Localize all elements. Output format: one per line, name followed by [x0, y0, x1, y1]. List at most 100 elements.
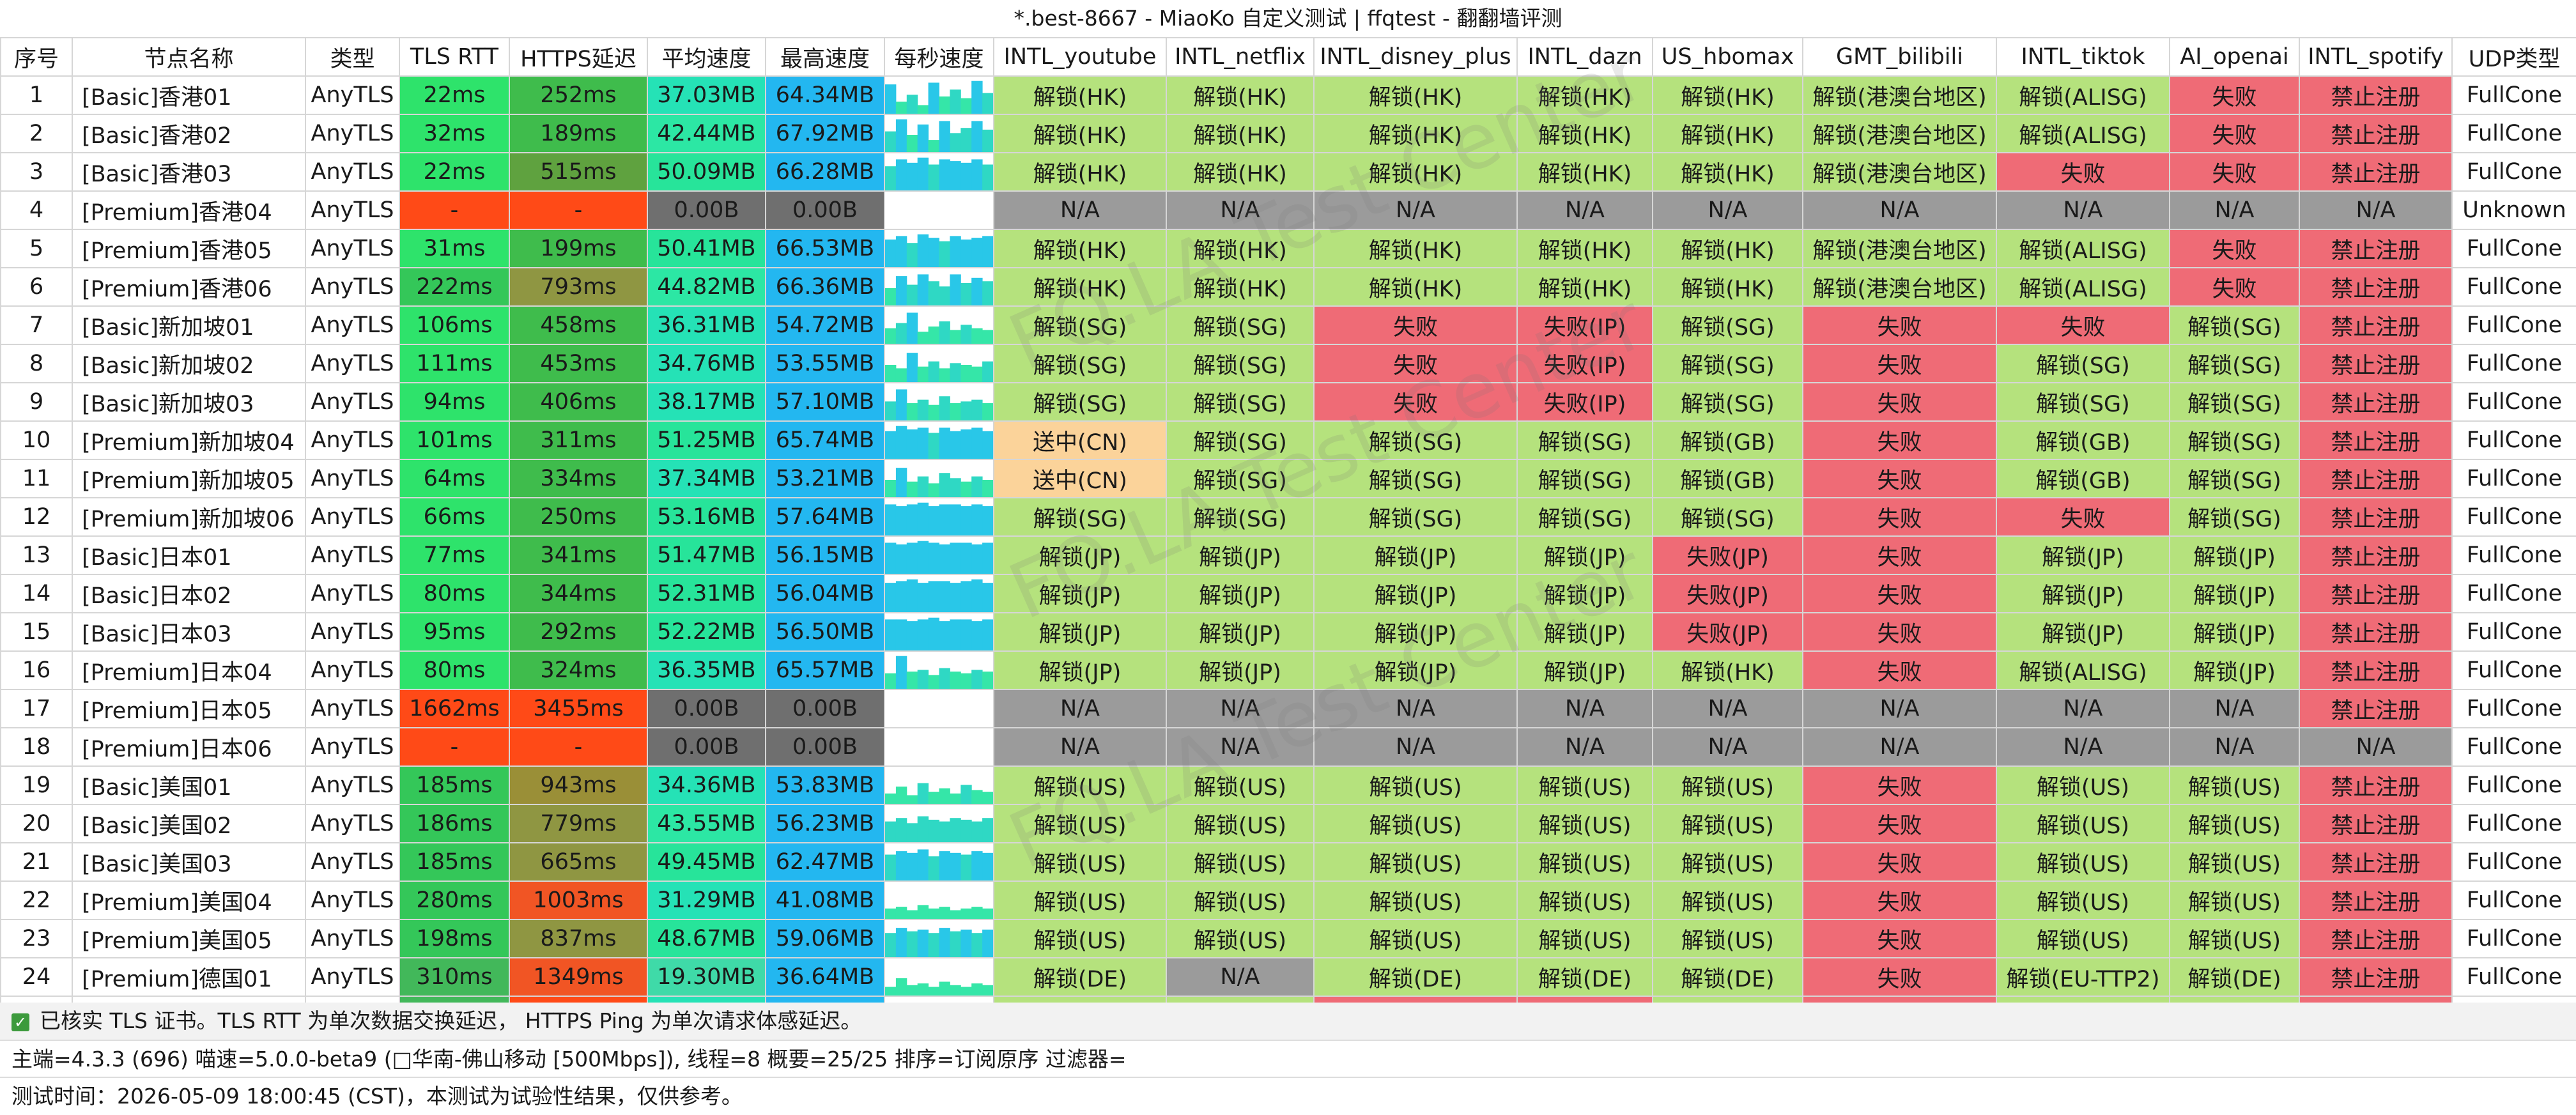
unlock-cell: 解锁(SG) [2169, 459, 2300, 498]
sparkline-bar [917, 366, 929, 381]
table-row[interactable]: 19 [Basic]美国01 AnyTLS 185ms 943ms 34.36MB 53.8… [0, 765, 2576, 805]
table-row[interactable]: 8 [Basic]新加坡02 AnyTLS 111ms 453ms 34.76MB 53.5… [0, 344, 2576, 383]
column-header[interactable]: INTL_disney_plus [1313, 37, 1518, 77]
sparkline-bar [960, 785, 972, 803]
sparkline-bar [971, 159, 983, 190]
sparkline-bar [960, 481, 972, 496]
column-header[interactable]: INTL_spotify [2299, 37, 2453, 77]
column-header[interactable]: 每秒速度 [884, 37, 994, 77]
table-row[interactable]: 12 [Premium]新加坡06 AnyTLS 66ms 250ms 53.16MB 57… [0, 497, 2576, 537]
protocol-type: AnyTLS [305, 804, 400, 843]
column-header[interactable]: UDP类型 [2451, 37, 2576, 77]
sparkline-bar [928, 433, 939, 458]
unlock-cell: 失败 [1802, 497, 1997, 537]
table-row[interactable]: 21 [Basic]美国03 AnyTLS 185ms 665ms 49.45MB 62.4… [0, 842, 2576, 882]
row-index: 13 [0, 535, 73, 575]
table-row[interactable]: 22 [Premium]美国04 AnyTLS 280ms 1003ms 31.29MB 4… [0, 880, 2576, 920]
column-header[interactable]: 节点名称 [72, 37, 306, 77]
column-header[interactable]: GMT_bilibili [1802, 37, 1997, 77]
sparkline-bar [971, 277, 983, 305]
column-header[interactable]: 最高速度 [765, 37, 885, 77]
sparkline-bar [950, 910, 961, 918]
unlock-cell: 解锁(US) [2169, 919, 2300, 958]
table-row[interactable]: 2 [Basic]香港02 AnyTLS 32ms 189ms 42.44MB 67.92M… [0, 114, 2576, 153]
table-row[interactable]: 24 [Premium]德国01 AnyTLS 310ms 1349ms 19.30MB 3… [0, 957, 2576, 997]
table-row[interactable]: 20 [Basic]美国02 AnyTLS 186ms 779ms 43.55MB 56.2… [0, 804, 2576, 843]
sparkline-bar [886, 542, 897, 573]
table-row[interactable]: 6 [Premium]香港06 AnyTLS 222ms 793ms 44.82MB 66.… [0, 267, 2576, 307]
table-row[interactable]: 3 [Basic]香港03 AnyTLS 22ms 515ms 50.09MB 66.28M… [0, 152, 2576, 192]
sparkline-bar [928, 617, 939, 650]
unlock-cell: 解锁(SG) [2169, 344, 2300, 383]
sparkline-bar [895, 236, 907, 266]
node-name: [Basic]新加坡03 [72, 382, 306, 422]
column-header[interactable]: INTL_youtube [993, 37, 1167, 77]
max-speed: 62.47MB [765, 842, 885, 882]
column-header[interactable]: INTL_netflix [1166, 37, 1315, 77]
table-row[interactable]: 23 [Premium]美国05 AnyTLS 198ms 837ms 48.67MB 59… [0, 919, 2576, 958]
column-header[interactable]: AI_openai [2169, 37, 2300, 77]
sparkline-bar [895, 102, 907, 113]
node-name: [Premium]美国05 [72, 919, 306, 958]
unlock-cell: 失败 [1802, 535, 1997, 575]
unlock-cell: 失败 [1802, 650, 1997, 690]
table-row[interactable]: 18 [Premium]日本06 AnyTLS - -0.00B 0.00B N/A N/A N… [0, 727, 2576, 767]
unlock-cell: 解锁(GB) [1652, 420, 1803, 460]
protocol-type: AnyTLS [305, 420, 400, 460]
column-header[interactable]: INTL_tiktok [1996, 37, 2170, 77]
sparkline-bar [960, 365, 972, 381]
unlock-cell: 解锁(US) [2169, 880, 2300, 920]
unlock-cell: 解锁(JP) [993, 535, 1167, 575]
node-name: [Premium]香港05 [72, 229, 306, 268]
unlock-cell: 解锁(HK) [1652, 229, 1803, 268]
sparkline-bar [950, 133, 961, 151]
column-header[interactable]: INTL_dazn [1516, 37, 1653, 77]
table-row[interactable]: 1 [Basic]香港01 AnyTLS 22ms 252ms 37.03MB 64.34M… [0, 75, 2576, 115]
sparkline-bar [917, 427, 929, 458]
sparkline-bar [971, 933, 983, 957]
table-row[interactable]: 5 [Premium]香港05 AnyTLS 31ms 199ms 50.41MB 66.5… [0, 229, 2576, 268]
sparkline-bar [971, 81, 983, 113]
table-row[interactable]: 16 [Premium]日本04 AnyTLS 80ms 324ms 36.35MB 65.… [0, 650, 2576, 690]
column-header[interactable]: 类型 [305, 37, 400, 77]
unlock-cell: 失败 [1802, 305, 1997, 345]
sparkline-bar [895, 119, 907, 151]
sparkline-bar [928, 819, 939, 842]
tls-rtt: 22ms [399, 152, 510, 192]
table-row[interactable]: 13 [Basic]日本01 AnyTLS 77ms 341ms 51.47MB 56.15… [0, 535, 2576, 575]
sparkline-bar [971, 366, 983, 381]
udp-type: FullCone [2451, 459, 2576, 498]
column-header[interactable]: 平均速度 [647, 37, 766, 77]
footer-line-1: 已核实 TLS 证书。TLS RTT 为单次数据交换延迟， HTTPS Ping… [40, 1008, 862, 1033]
sparkline-bar [928, 933, 939, 957]
table-row[interactable]: 17 [Premium]日本05 AnyTLS 1662ms 3455ms 0.00B 0.… [0, 689, 2576, 728]
column-header[interactable]: 序号 [0, 37, 73, 77]
unlock-cell: 失败(IP) [1516, 382, 1653, 422]
unlock-cell: N/A [1166, 689, 1315, 728]
table-body: 1 [Basic]香港01 AnyTLS 22ms 252ms 37.03MB 64.34M… [0, 75, 2576, 1035]
row-index: 23 [0, 919, 73, 958]
sparkline-bar [939, 427, 950, 458]
table-row[interactable]: 11 [Premium]新加坡05 AnyTLS 64ms 334ms 37.34MB 53… [0, 459, 2576, 498]
table-row[interactable]: 4 [Premium]香港04 AnyTLS - -0.00B 0.00B N/A N/A N/… [0, 190, 2576, 230]
sparkline-bar [939, 544, 950, 573]
table-row[interactable]: 9 [Basic]新加坡03 AnyTLS 94ms 406ms 38.17MB 57.10… [0, 382, 2576, 422]
unlock-cell: 禁止注册 [2299, 765, 2453, 805]
table-row[interactable]: 7 [Basic]新加坡01 AnyTLS 106ms 458ms 36.31MB 54.7… [0, 305, 2576, 345]
node-name: [Premium]美国04 [72, 880, 306, 920]
sparkline-bar [971, 328, 983, 343]
column-header[interactable]: HTTPS延迟 [509, 37, 648, 77]
max-speed: 41.08MB [765, 880, 885, 920]
unlock-cell: 失败 [1802, 804, 1997, 843]
table-row[interactable]: 10 [Premium]新加坡04 AnyTLS 101ms 311ms 51.25MB 6… [0, 420, 2576, 460]
table-row[interactable]: 14 [Basic]日本02 AnyTLS 80ms 344ms 52.31MB 56.04… [0, 574, 2576, 613]
row-index: 4 [0, 190, 73, 230]
unlock-cell: 解锁(HK) [1516, 75, 1653, 115]
unlock-cell: 解锁(HK) [993, 75, 1167, 115]
table-row[interactable]: 15 [Basic]日本03 AnyTLS 95ms 292ms 52.22MB 56.50… [0, 612, 2576, 652]
sparkline-bar [886, 480, 897, 496]
unlock-cell: 失败 [2169, 152, 2300, 192]
column-header[interactable]: US_hbomax [1652, 37, 1803, 77]
column-header[interactable]: TLS RTT [399, 37, 510, 77]
https-latency: 311ms [509, 420, 648, 460]
